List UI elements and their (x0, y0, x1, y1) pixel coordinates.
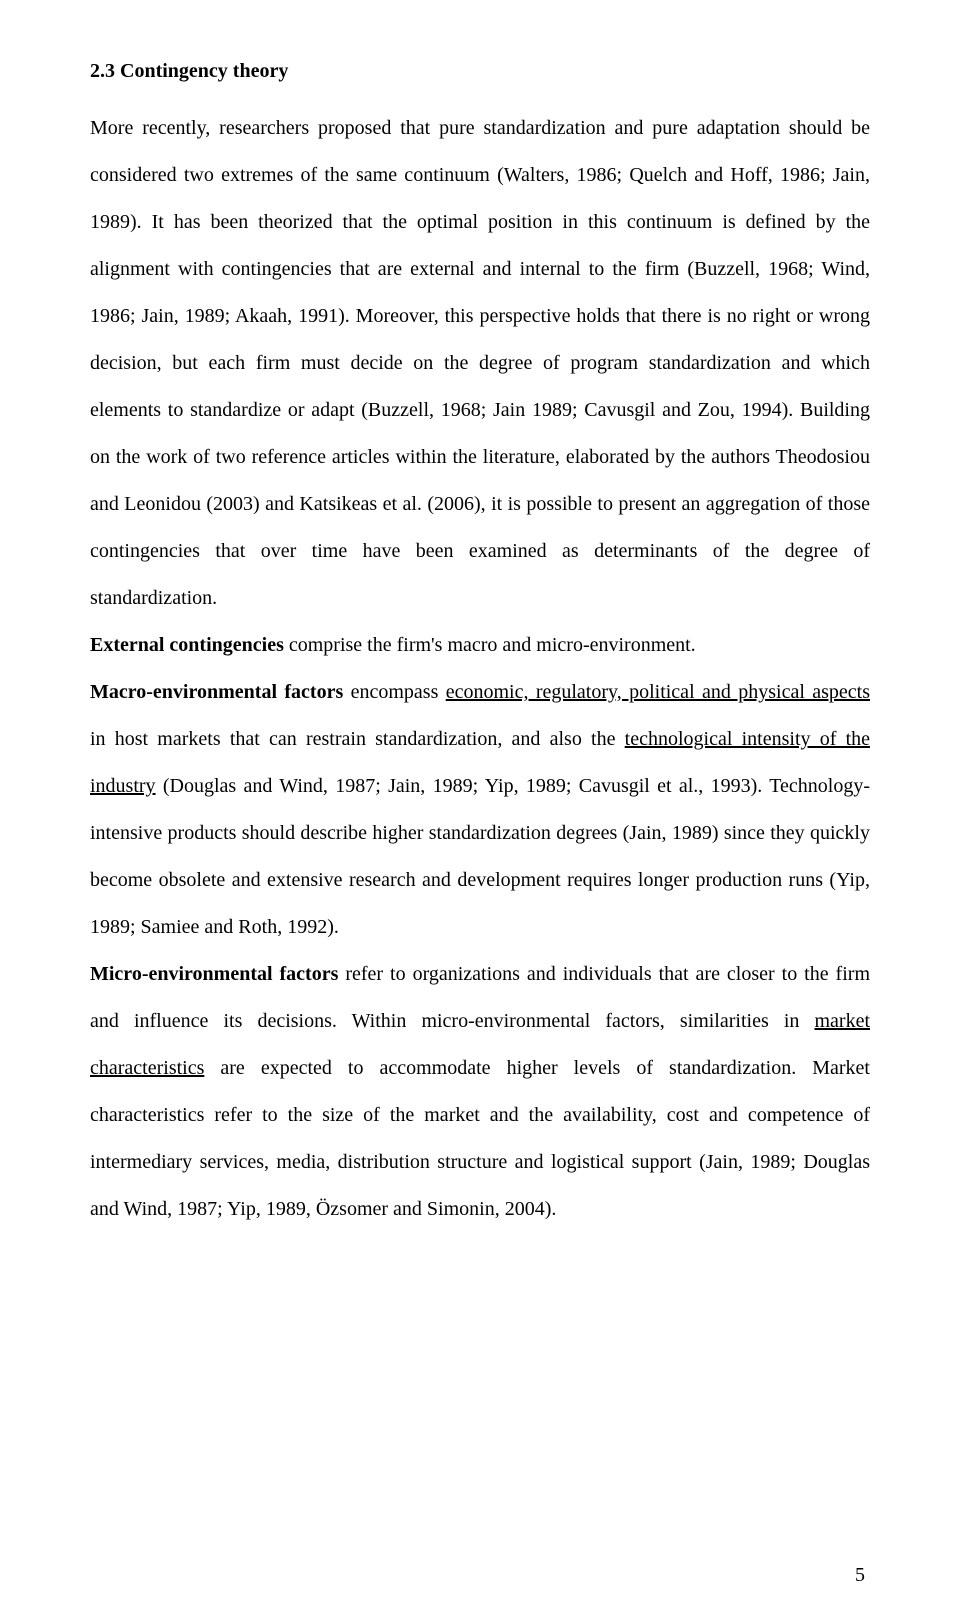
underlined-text: economic, regulatory, political and phys… (446, 681, 870, 703)
body-text: encompass (343, 681, 445, 703)
body-paragraph: More recently, researchers proposed that… (90, 105, 870, 622)
external-contingencies-label: External contingencies (90, 634, 284, 656)
body-paragraph-micro: Micro-environmental factors refer to org… (90, 951, 870, 1233)
body-text: comprise the firm's macro and micro-envi… (284, 634, 696, 656)
page-number: 5 (855, 1564, 865, 1587)
body-text: (Douglas and Wind, 1987; Jain, 1989; Yip… (90, 775, 870, 938)
body-text: are expected to accommodate higher level… (90, 1057, 870, 1220)
macro-factors-label: Macro-environmental factors (90, 681, 343, 703)
body-text: in host markets that can restrain standa… (90, 728, 625, 750)
micro-factors-label: Micro-environmental factors (90, 963, 338, 985)
section-heading: 2.3 Contingency theory (90, 60, 870, 83)
body-paragraph-external: External contingencies comprise the firm… (90, 622, 870, 669)
body-paragraph-macro: Macro-environmental factors encompass ec… (90, 669, 870, 951)
document-page: 2.3 Contingency theory More recently, re… (0, 0, 960, 1617)
body-text: More recently, researchers proposed that… (90, 117, 870, 609)
